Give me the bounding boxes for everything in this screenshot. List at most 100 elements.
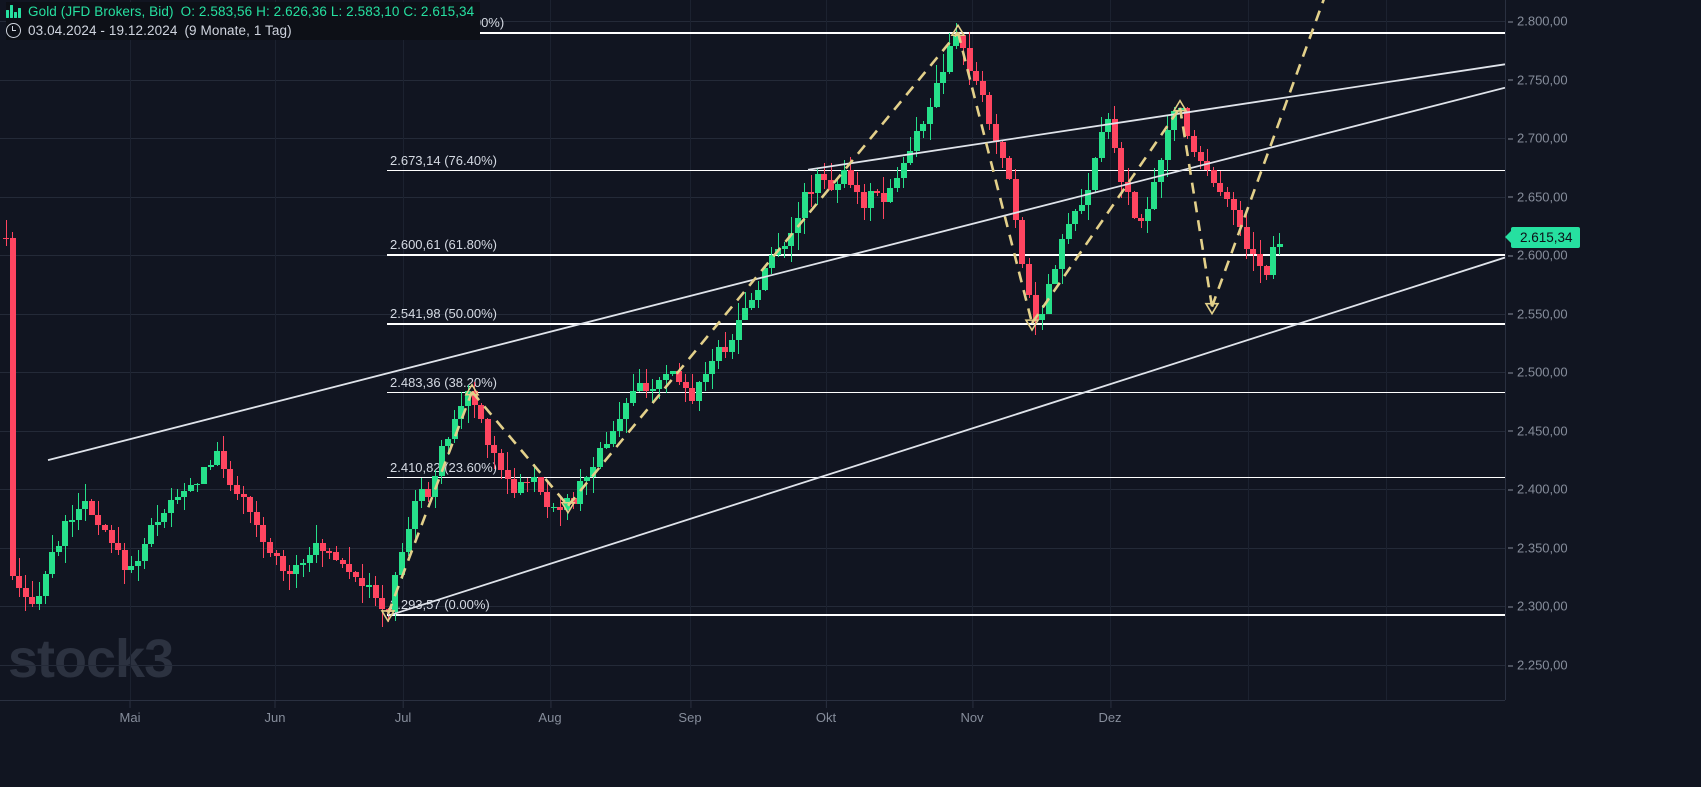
zigzag-segment[interactable] — [1178, 107, 1214, 307]
candle-body — [577, 480, 584, 504]
candlestick — [1138, 214, 1145, 229]
zigzag-pivot-marker — [464, 383, 480, 396]
candle-body — [458, 405, 465, 420]
candle-body — [1039, 314, 1046, 321]
candlestick — [748, 293, 755, 311]
gridline — [0, 372, 1505, 374]
candlestick — [1125, 167, 1131, 205]
candle-body — [88, 500, 95, 515]
candle-wick — [196, 482, 198, 492]
gridline-vertical — [972, 0, 973, 700]
trendline-upper[interactable] — [807, 63, 1505, 171]
candlestick — [82, 483, 89, 521]
fib-level-line[interactable] — [387, 476, 1505, 479]
candlestick — [808, 175, 815, 207]
zigzag-segment[interactable] — [1030, 106, 1182, 324]
candlestick — [742, 292, 749, 321]
candlestick — [1006, 155, 1013, 181]
candlestick — [887, 179, 894, 203]
zigzag-segment[interactable] — [956, 31, 1034, 324]
candle-body — [953, 35, 960, 47]
gridline-vertical — [690, 0, 691, 700]
candlestick — [194, 482, 201, 492]
zigzag-segment[interactable] — [471, 390, 569, 507]
zigzag-segment[interactable] — [566, 31, 960, 507]
gridline-vertical — [1248, 0, 1249, 700]
trendline-lower[interactable] — [387, 256, 1505, 617]
candle-body — [623, 403, 630, 420]
gridline-vertical — [403, 0, 404, 700]
candle-wick — [130, 555, 132, 573]
candlestick — [161, 509, 168, 529]
candlestick — [1224, 186, 1230, 208]
candlestick — [1026, 258, 1032, 299]
legend-range-row[interactable]: 03.04.2024 - 19.12.2024 (9 Monate, 1 Tag… — [6, 21, 481, 40]
candlestick — [1072, 209, 1079, 232]
price-tick: 2.700,00 — [1508, 131, 1568, 146]
candle-body — [412, 501, 419, 529]
plot-area[interactable]: stock3 2.790,39 (100.00%)2.673,14 (76.40… — [0, 0, 1505, 700]
candle-body — [1171, 111, 1178, 131]
candlestick — [531, 464, 537, 492]
candle-body — [214, 450, 221, 466]
gridline-vertical — [130, 0, 131, 700]
zigzag-pivot-marker — [1024, 319, 1040, 332]
candlestick — [260, 516, 267, 559]
candle-body — [1224, 191, 1230, 200]
candle-body — [121, 549, 128, 570]
price-tick: 2.600,00 — [1508, 248, 1568, 263]
chart-legend: Gold (JFD Brokers, Bid) O: 2.583,56 H: 2… — [6, 2, 481, 40]
candle-body — [801, 192, 808, 219]
zigzag-segment[interactable] — [1210, 0, 1350, 308]
candle-wick — [526, 478, 528, 492]
candle-wick — [830, 163, 832, 191]
candlestick — [339, 558, 346, 568]
candlestick — [359, 563, 366, 604]
candle-body — [1059, 239, 1065, 269]
price-tick: 2.450,00 — [1508, 423, 1568, 438]
candlestick — [108, 525, 115, 554]
candlestick — [768, 247, 775, 275]
gridline — [0, 21, 1505, 22]
candle-wick — [31, 581, 33, 608]
zigzag-segment[interactable] — [386, 391, 474, 615]
candle-wick — [685, 373, 687, 403]
candle-body — [1164, 130, 1171, 160]
candle-body — [62, 520, 69, 547]
fib-level-line[interactable] — [387, 613, 1505, 616]
candlestick — [663, 365, 669, 394]
candle-body — [187, 485, 194, 492]
candle-body — [960, 35, 966, 49]
legend-ohlc-values: O: 2.583,56 H: 2.626,36 L: 2.583,10 C: 2… — [180, 4, 475, 19]
price-axis[interactable]: 2.800,00 2.750,00 2.700,00 2.650,00 2.600,00… — [1505, 0, 1701, 700]
candle-body — [1197, 151, 1204, 161]
fib-level-line[interactable] — [387, 32, 1505, 34]
time-axis[interactable]: Mai Jun Jul Aug Sep Okt Nov Dez — [0, 700, 1701, 787]
drawing-overlay[interactable] — [0, 0, 1505, 700]
candle-body — [828, 180, 834, 191]
fib-level-line[interactable] — [387, 323, 1505, 325]
fib-level-line[interactable] — [387, 254, 1505, 257]
candlestick — [280, 549, 287, 581]
candlestick — [1158, 157, 1164, 199]
price-tick: 2.650,00 — [1508, 189, 1568, 204]
trendline-middle[interactable] — [47, 86, 1505, 461]
legend-symbol-row[interactable]: Gold (JFD Brokers, Bid) O: 2.583,56 H: 2… — [6, 2, 481, 21]
candle-body — [781, 245, 788, 250]
fib-level-line[interactable] — [387, 169, 1505, 172]
candlestick — [425, 482, 432, 502]
candle-body — [1012, 178, 1019, 221]
gridline — [0, 547, 1505, 549]
candle-body — [253, 512, 260, 525]
fib-level-line[interactable] — [387, 391, 1505, 394]
candle-wick — [5, 220, 7, 247]
candle-body — [1158, 159, 1164, 183]
candle-body — [300, 562, 306, 566]
candlestick — [1019, 217, 1026, 269]
candle-body — [168, 500, 174, 514]
time-tick: Jul — [395, 700, 411, 725]
candlestick — [62, 514, 69, 564]
candlestick — [326, 548, 333, 560]
candlestick — [207, 459, 214, 470]
